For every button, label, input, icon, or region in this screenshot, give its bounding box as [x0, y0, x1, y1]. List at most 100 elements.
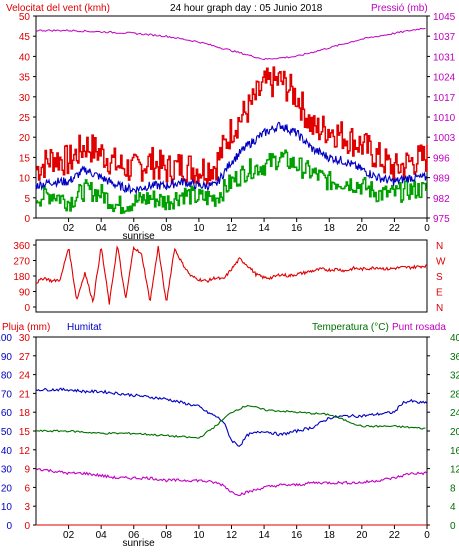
pressure-y-tick-label: 975 — [433, 214, 450, 225]
pressure-series-line — [35, 27, 426, 61]
wind-x-tick-label: 12 — [226, 223, 238, 234]
humidity-y-tick-label: 80 — [1, 371, 13, 382]
wind-x-tick-label: 04 — [96, 223, 108, 234]
rain-y-tick-label: 21 — [19, 389, 31, 400]
rain-y-tick-label: 0 — [24, 521, 30, 532]
rain-y-tick-label: 9 — [24, 465, 30, 476]
humidity-y-tick-label: 0 — [6, 521, 12, 532]
gust-series-line — [36, 66, 428, 185]
humidity-axis-title: Humitat — [67, 322, 102, 333]
average-series-line — [36, 149, 428, 215]
wind-y-tick-label: 30 — [19, 93, 31, 104]
humidity-x-tick-label: 08 — [161, 530, 173, 541]
wind-y-tick-label: 10 — [19, 174, 31, 185]
dew-series-line — [35, 467, 428, 497]
humidity-series-line — [35, 387, 428, 447]
direction-y-tick-label: 270 — [13, 257, 30, 268]
pressure-y-tick-label: 1017 — [433, 93, 456, 104]
direction-y-tick-label: 90 — [19, 288, 31, 299]
wind-x-tick-label: 18 — [324, 223, 336, 234]
temp-y-tick-label: 12 — [450, 465, 459, 476]
pressure-y-tick-label: 989 — [433, 174, 450, 185]
wind-x-tick-label: 20 — [356, 223, 368, 234]
temp-y-tick-label: 8 — [450, 483, 456, 494]
pressure-y-tick-label: 1003 — [433, 133, 456, 144]
temperature-series-line — [36, 404, 426, 439]
humidity-x-tick-label: 10 — [193, 530, 205, 541]
temp-y-tick-label: 4 — [450, 502, 456, 513]
pressure-y-tick-label: 996 — [433, 153, 450, 164]
humidity-x-tick-label: 20 — [356, 530, 368, 541]
wind-y-tick-label: 45 — [19, 32, 31, 43]
rain-y-tick-label: 18 — [19, 408, 31, 419]
humidity-y-tick-label: 50 — [1, 427, 13, 438]
pressure-y-tick-label: 1010 — [433, 113, 456, 124]
pressure-y-tick-label: 1037 — [433, 32, 456, 43]
humidity-y-tick-label: 100 — [0, 333, 12, 344]
rain-y-tick-label: 24 — [19, 371, 31, 382]
wind-y-tick-label: 50 — [19, 12, 31, 23]
humidity-y-tick-label: 60 — [1, 408, 13, 419]
humidity-panel-frame — [35, 336, 428, 526]
humidity-x-tick-label: 22 — [389, 530, 401, 541]
temp-y-tick-label: 20 — [450, 427, 459, 438]
temp-y-tick-label: 40 — [450, 333, 459, 344]
direction-y-tick-label: 180 — [13, 272, 30, 283]
wind-y-tick-label: 35 — [19, 73, 31, 84]
temp-y-tick-label: 28 — [450, 389, 459, 400]
compass-tick-label: N — [436, 241, 443, 252]
wind-x-tick-label: 22 — [389, 223, 401, 234]
humidity-x-tick-label: 02 — [63, 530, 75, 541]
wind-y-tick-label: 20 — [19, 133, 31, 144]
wind-axis-title: Velocitat del vent (kmh) — [6, 3, 110, 14]
wind-y-tick-label: 15 — [19, 153, 31, 164]
wind-x-tick-label: 08 — [161, 223, 173, 234]
humidity-x-tick-label: 16 — [291, 530, 303, 541]
direction-y-tick-label: 0 — [24, 303, 30, 314]
rain-y-tick-label: 15 — [19, 427, 31, 438]
temp-y-tick-label: 16 — [450, 446, 459, 457]
temp-y-tick-label: 32 — [450, 371, 459, 382]
wind-x-tick-label: 14 — [259, 223, 271, 234]
humidity-y-tick-label: 30 — [1, 465, 13, 476]
wind-y-tick-label: 0 — [24, 214, 30, 225]
wind-y-tick-label: 25 — [19, 113, 31, 124]
sunrise-label: sunrise — [123, 231, 156, 242]
direction-y-tick-label: 360 — [13, 241, 30, 252]
humidity-x-tick-label: 06 — [128, 530, 140, 541]
temp-y-tick-label: 36 — [450, 352, 459, 363]
direction-panel-frame — [35, 239, 428, 313]
rain-y-tick-label: 3 — [24, 502, 30, 513]
compass-tick-label: S — [436, 272, 443, 283]
direction-series-line — [35, 245, 428, 305]
rain-y-tick-label: 12 — [19, 446, 31, 457]
compass-tick-label: W — [436, 257, 446, 268]
humidity-x-tick-label: 18 — [324, 530, 336, 541]
compass-tick-label: N — [436, 303, 443, 314]
humidity-y-tick-label: 90 — [1, 352, 13, 363]
chart-title: 24 hour graph day : 05 Junio 2018 — [170, 3, 323, 14]
humidity-x-tick-label: 14 — [259, 530, 271, 541]
sunrise-label-bottom: sunrise — [123, 538, 156, 549]
wind-panel: 0510152025303540455097598298999610031010… — [19, 12, 456, 242]
pressure-axis-title: Pressió (mb) — [371, 3, 428, 14]
speed-series-line — [35, 121, 427, 196]
humidity-x-tick-label: 04 — [96, 530, 108, 541]
temp-y-tick-label: 24 — [450, 408, 459, 419]
dew-axis-title: Punt rosada — [392, 322, 446, 333]
wind-x-tick-label: 0 — [424, 223, 430, 234]
humidity-y-tick-label: 10 — [1, 502, 13, 513]
wind-x-tick-label: 16 — [291, 223, 303, 234]
humidity-x-tick-label: 12 — [226, 530, 238, 541]
direction-panel: 360 N 270 W 180 S 90 E 0 N — [13, 241, 446, 314]
wind-y-tick-label: 5 — [24, 194, 30, 205]
humidity-y-tick-label: 40 — [1, 446, 13, 457]
rain-axis-title: Pluja (mm) — [2, 322, 50, 333]
wind-y-tick-label: 40 — [19, 52, 31, 63]
pressure-y-tick-label: 1045 — [433, 12, 456, 23]
wind-x-tick-label: 02 — [63, 223, 75, 234]
humidity-y-tick-label: 20 — [1, 483, 13, 494]
pressure-y-tick-label: 1031 — [433, 52, 456, 63]
